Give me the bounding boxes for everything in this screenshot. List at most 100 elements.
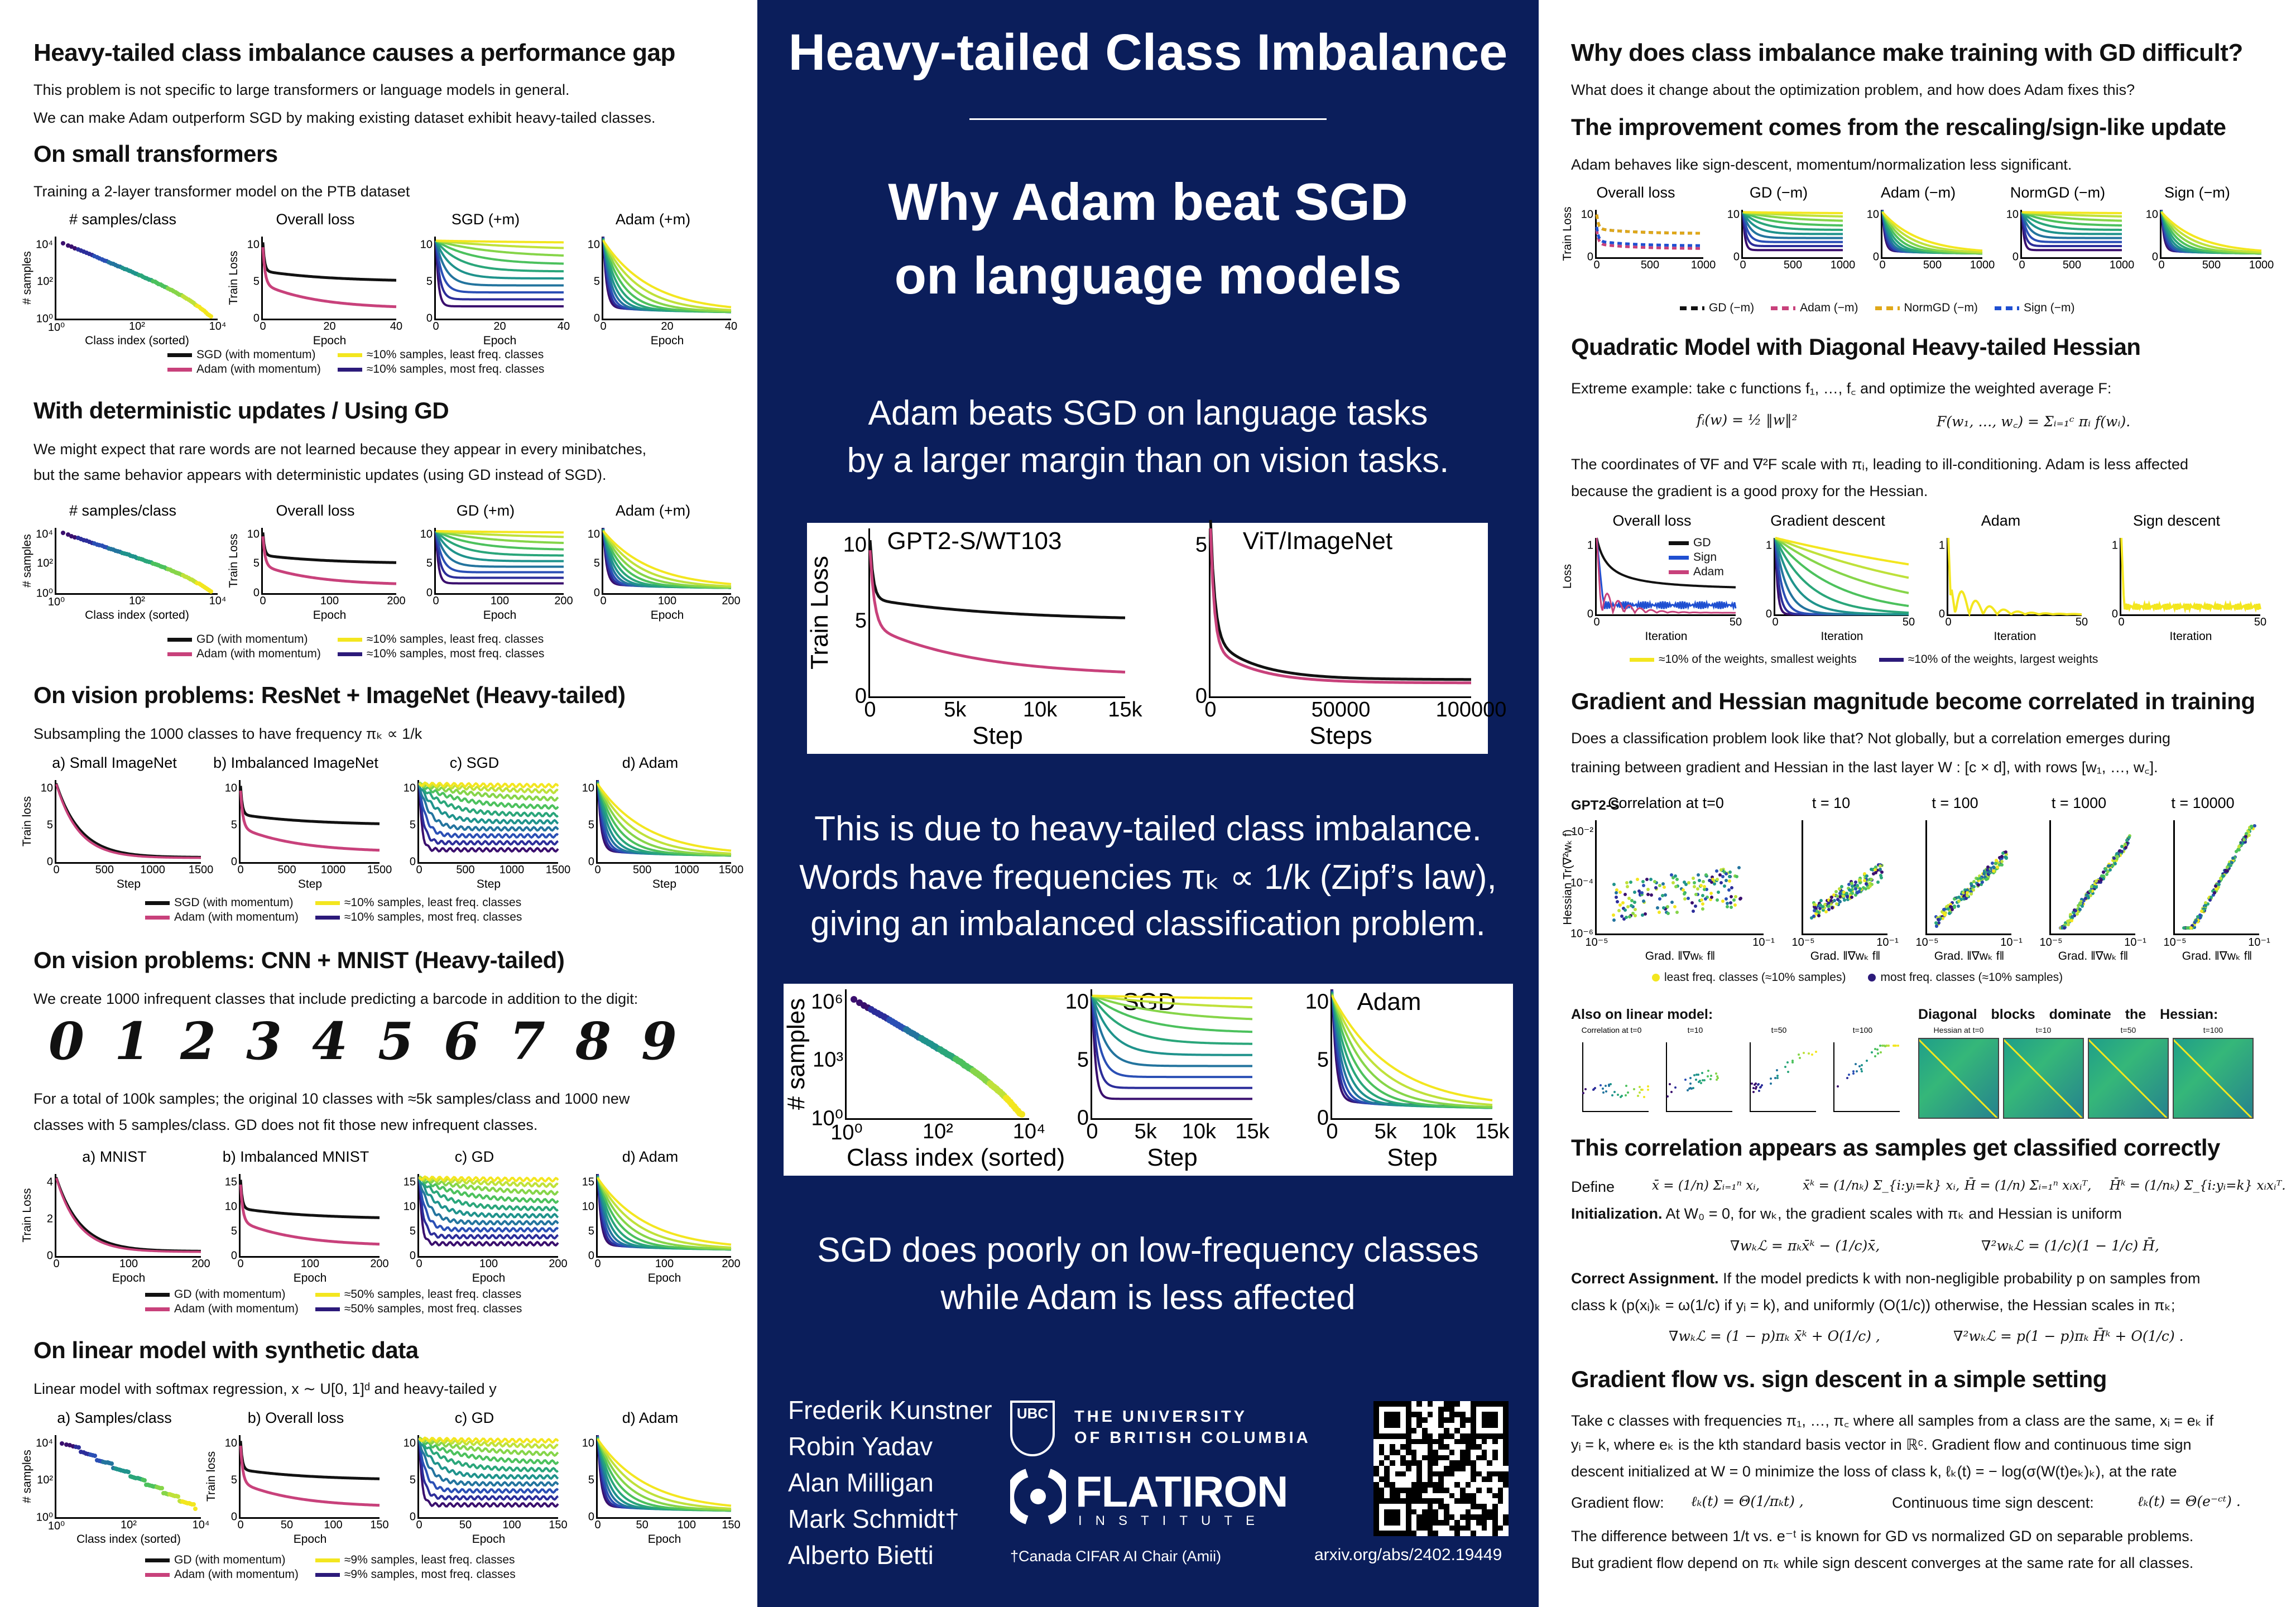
data-point xyxy=(1717,891,1721,894)
plot-gradient-descent: Gradient descent 0 1 0 50 Iteration xyxy=(1741,512,1915,653)
qr-module xyxy=(1378,1422,1385,1428)
y-tick-label: 5 xyxy=(253,275,260,288)
x-tick-label: 500 xyxy=(1640,259,1660,271)
plot-adam: Adam 0 5 10 0 5k 10k 15k Step xyxy=(1269,984,1510,1176)
qr-module xyxy=(1492,1460,1498,1466)
qr-module xyxy=(1471,1471,1476,1477)
equation: ∇²wₖℒ = p(1 − p)πₖ H̄ᵏ + O(1/c) . xyxy=(1953,1328,2184,1344)
qr-module xyxy=(1487,1498,1492,1504)
plot-vit: ViT/ImageNet 0 5 0 50000 100000 Steps xyxy=(1147,523,1506,754)
qr-module xyxy=(1400,1428,1406,1434)
data-point xyxy=(1946,907,1950,911)
y-tick-label: 10³ xyxy=(813,1048,843,1072)
qr-module xyxy=(1492,1417,1498,1423)
qr-module xyxy=(1503,1487,1509,1493)
x-tick-label: 0 xyxy=(2118,616,2125,628)
heatmap-title: t=10 xyxy=(2035,1026,2052,1035)
x-tick-label: 150 xyxy=(549,1519,568,1531)
plot-area: 0 5 10 0 500 1000 1500 Step xyxy=(225,780,392,891)
qr-module xyxy=(1433,1503,1439,1509)
qr-module xyxy=(1492,1514,1498,1520)
data-point xyxy=(1893,1045,1896,1047)
plot-area: 0 5 10 0 5k 10k 15k Step xyxy=(1305,989,1510,1171)
data-point xyxy=(2199,909,2203,913)
qr-module xyxy=(1384,1509,1390,1515)
data-point xyxy=(2084,896,2088,900)
legend-label: ≈10% of the weights, largest weights xyxy=(1908,653,2098,666)
data-point xyxy=(1599,1084,1602,1086)
data-point xyxy=(1876,1048,1879,1051)
series-line xyxy=(603,531,731,586)
x-tick-label: 0 xyxy=(260,595,266,607)
data-point xyxy=(1729,894,1733,898)
qr-module xyxy=(1465,1498,1471,1504)
x-axis-label: Epoch xyxy=(313,609,347,622)
x-axis-label: Class index (sorted) xyxy=(76,1533,181,1546)
model-label: GPT2-S xyxy=(1571,798,1620,813)
qr-module xyxy=(1503,1493,1509,1499)
data-point xyxy=(1674,1086,1677,1089)
series-line xyxy=(1948,538,2082,614)
data-point xyxy=(1853,893,1857,897)
qr-module xyxy=(1406,1428,1411,1434)
data-point xyxy=(1612,913,1616,917)
arxiv-link[interactable]: arxiv.org/abs/2402.19449 xyxy=(1314,1546,1502,1564)
series-line xyxy=(598,1438,731,1510)
qr-module xyxy=(1406,1476,1411,1483)
qr-module xyxy=(1497,1514,1504,1520)
x-tick-label: 0 xyxy=(53,1258,60,1270)
qr-module xyxy=(1481,1455,1487,1461)
qr-module xyxy=(1422,1482,1428,1488)
qr-module xyxy=(1373,1428,1379,1434)
dash-swatch-icon xyxy=(1771,306,1796,310)
qr-module xyxy=(1400,1422,1406,1428)
plot-lines xyxy=(2161,210,2261,257)
data-point xyxy=(92,254,97,259)
heatmap-title: t=100 xyxy=(2203,1026,2223,1035)
legend-label: GD (with momentum) xyxy=(174,1288,286,1301)
data-point xyxy=(88,1452,93,1457)
qr-module xyxy=(1476,1525,1482,1531)
qr-module xyxy=(1384,1471,1390,1477)
qr-module xyxy=(1471,1412,1476,1418)
series-line xyxy=(436,531,564,578)
series-line xyxy=(241,1180,380,1218)
data-point xyxy=(1985,877,1988,881)
data-point xyxy=(1857,890,1861,894)
qr-module xyxy=(1390,1493,1395,1499)
qr-module xyxy=(1390,1460,1395,1466)
series-line xyxy=(419,786,558,824)
qr-module xyxy=(1443,1514,1449,1520)
data-point xyxy=(1987,874,1991,878)
data-point xyxy=(1715,1079,1718,1081)
y-tick-label: 5 xyxy=(409,1474,416,1486)
data-point xyxy=(1641,880,1645,884)
qr-module xyxy=(1390,1514,1395,1520)
plot-sgd: SGD (+m) 0 5 10 0 20 40 Epoch xyxy=(402,211,570,357)
qr-code[interactable] xyxy=(1373,1401,1509,1536)
data-point xyxy=(1631,912,1635,915)
qr-module xyxy=(1373,1466,1379,1471)
series-line xyxy=(1743,212,1843,250)
data-point xyxy=(1869,867,1873,871)
x-tick-label: 10⁻⁵ xyxy=(1585,936,1608,949)
qr-module xyxy=(1378,1514,1385,1520)
plot-small-imagenet: a) Small ImageNet 0 5 10 0 500 1000 1500 Step Tra… xyxy=(21,754,213,901)
qr-module xyxy=(1454,1444,1460,1450)
data-point xyxy=(2095,879,2098,883)
qr-module xyxy=(1492,1438,1498,1445)
divider xyxy=(969,118,1327,120)
qr-module xyxy=(1390,1531,1395,1536)
qr-module xyxy=(1459,1406,1466,1412)
data-point xyxy=(73,246,78,251)
legend-item: ≈10% samples, least freq. classes xyxy=(315,896,522,910)
data-point xyxy=(1784,1066,1787,1069)
qr-module xyxy=(1416,1519,1423,1526)
qr-module xyxy=(1427,1455,1433,1461)
legend-label: Adam (with momentum) xyxy=(174,1302,299,1315)
data-point xyxy=(1851,889,1855,893)
qr-module xyxy=(1384,1519,1390,1526)
y-tick-label: 10² xyxy=(37,1474,53,1486)
plot-lines xyxy=(1597,210,1703,257)
qr-module xyxy=(1503,1476,1509,1483)
